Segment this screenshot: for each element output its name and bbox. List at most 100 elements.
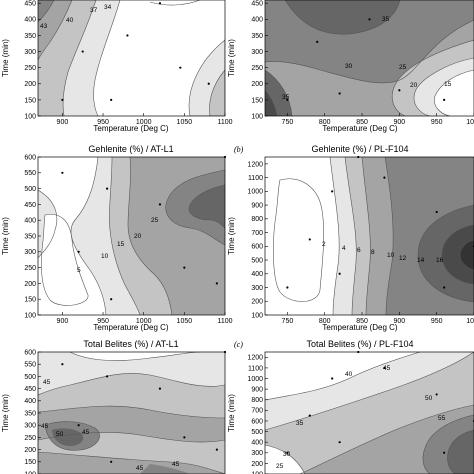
y-tick-label: 300 (24, 423, 36, 430)
y-tick-label: 200 (251, 81, 263, 88)
x-tick-label: 1000 (466, 119, 474, 126)
panel-4-contour-label: 14 (417, 257, 425, 264)
panel-1-contours (38, 0, 225, 116)
y-tick-label: 900 (251, 202, 263, 209)
y-tick-label: 550 (24, 362, 36, 369)
panel-3-contours (38, 157, 225, 315)
panel-5-contours (38, 352, 225, 474)
panel-2-ylabel: Time (min) (227, 39, 236, 77)
y-tick-label: 600 (24, 349, 36, 356)
x-tick-label: 950 (97, 119, 109, 126)
y-tick-label: 800 (251, 216, 263, 223)
panel-1: 40 37 34 43 900 950 1000 1050 1100 100 150 200… (1, 0, 233, 133)
panel-6-frame (264, 351, 474, 474)
x-tick-label: 1000 (136, 318, 152, 325)
panel-1-xlabel: Temperature (Deg C) (93, 124, 168, 133)
y-tick-label: 600 (24, 154, 36, 161)
panel-4-contours (265, 157, 474, 315)
x-tick-label: 1050 (177, 119, 193, 126)
panel-3-contour-label: 10 (101, 253, 109, 260)
x-tick-label: 1100 (217, 119, 232, 126)
sample-point (207, 82, 210, 85)
y-tick-label: 250 (24, 265, 36, 272)
sample-point (368, 18, 371, 21)
x-tick-label: 1000 (136, 119, 152, 126)
sample-point (338, 441, 341, 444)
sample-point (126, 34, 129, 37)
panel-5: Total Belites (%) / AT-L1 45 45 50 45 45… (1, 339, 227, 474)
sample-point (223, 155, 227, 159)
panel-4-points (286, 155, 474, 289)
y-tick-label: 300 (24, 49, 36, 56)
panel-2-contour-labels: 35 30 25 20 15 35 (282, 16, 452, 101)
sample-point (443, 98, 446, 101)
panel-1-contour-label: 34 (104, 4, 112, 11)
sample-point (215, 448, 218, 451)
y-tick-label: 500 (24, 186, 36, 193)
sample-point (443, 286, 446, 289)
sample-point (158, 2, 162, 5)
panel-2-contour-label: 15 (444, 81, 452, 88)
panel-1-contour-labels: 40 37 34 43 (40, 4, 112, 30)
y-tick-label: 500 (251, 429, 263, 436)
panel-2-xlabel: Temperature (Deg C) (322, 124, 397, 133)
panel-6-contour-label: 30 (283, 451, 291, 458)
sample-point (435, 393, 438, 396)
panel-3-contour-label: 20 (134, 233, 142, 240)
sample-point (77, 250, 80, 253)
panel-1-yticks: 100 150 200 250 300 350 400 450 (24, 1, 41, 120)
sample-point (308, 414, 311, 417)
y-tick-label: 400 (251, 17, 263, 24)
panel-2-contour-label: 35 (282, 94, 290, 101)
y-tick-label: 250 (24, 65, 36, 72)
y-tick-label: 100 (251, 113, 263, 120)
y-tick-label: 700 (251, 230, 263, 237)
panel-4-contour-label: 8 (371, 249, 375, 256)
panel-3-ylabel: Time (min) (1, 217, 10, 255)
panel-2-contours (265, 0, 474, 116)
panel-5-contour-labels: 45 45 50 45 45 45 (41, 379, 180, 472)
sample-point (158, 203, 162, 206)
sample-point (286, 98, 289, 101)
x-tick-label: 750 (282, 318, 294, 325)
x-tick-label: 750 (282, 119, 294, 126)
x-tick-label: 1000 (466, 318, 474, 325)
panel-3-contour-labels: 5 10 15 20 25 (77, 217, 159, 274)
sample-point (77, 424, 80, 427)
sample-point (443, 451, 446, 454)
sample-point (81, 50, 84, 53)
panel-1-contour-label: 37 (90, 7, 98, 14)
x-tick-label: 800 (319, 318, 331, 325)
panel-3-contour-label: 15 (117, 241, 125, 248)
y-tick-label: 300 (251, 49, 263, 56)
panel-1-contour-label: 43 (40, 23, 48, 30)
panel-5-contour-label: 50 (56, 431, 64, 438)
sample-point (357, 350, 360, 354)
panel-2-frame (264, 0, 474, 117)
y-tick-label: 600 (251, 244, 263, 251)
panel-5-contour-label: 45 (41, 423, 49, 430)
sample-point (61, 171, 64, 174)
panel-5-contour-label: 45 (82, 429, 90, 436)
panel-6-contour-label: 25 (276, 463, 284, 470)
sample-point (316, 40, 319, 43)
panel-1-ylabel: Time (min) (1, 39, 10, 77)
y-tick-label: 200 (24, 447, 36, 454)
y-tick-label: 100 (24, 471, 36, 474)
y-tick-label: 200 (24, 81, 36, 88)
y-tick-label: 500 (251, 257, 263, 264)
panel-6-contour-label: 45 (383, 365, 391, 372)
sample-point (61, 363, 64, 366)
x-tick-label: 800 (319, 119, 331, 126)
y-tick-label: 100 (251, 312, 263, 319)
panel-2-xticks: 750 800 850 900 950 1000 (282, 113, 474, 126)
y-tick-label: 1200 (247, 161, 263, 168)
x-tick-label: 950 (97, 318, 109, 325)
panel-2-contour-label: 35 (382, 16, 390, 23)
sample-point (308, 238, 311, 241)
x-tick-label: 950 (431, 318, 443, 325)
y-tick-label: 450 (24, 202, 36, 209)
sample-point (106, 375, 109, 378)
sample-point (338, 272, 341, 275)
panel-4-contour-label: 6 (357, 247, 361, 254)
